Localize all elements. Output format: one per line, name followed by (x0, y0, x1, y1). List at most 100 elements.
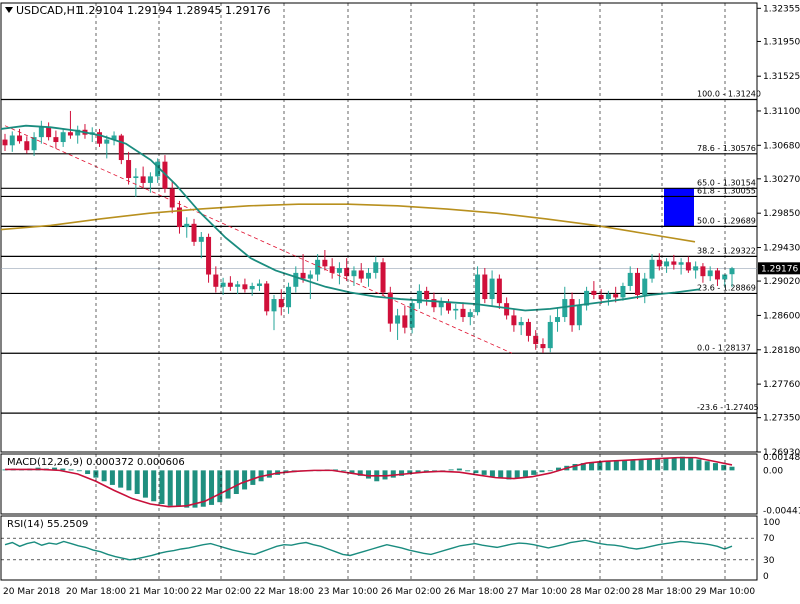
macd-bar (630, 459, 636, 471)
candle-body (591, 290, 597, 295)
macd-bar (390, 470, 396, 478)
x-tick-label: 22 Mar 18:00 (254, 587, 314, 597)
candle-body (627, 272, 633, 286)
macd-bar (200, 470, 206, 507)
fib-level-label: 61.8 - 1.30055 (697, 186, 756, 195)
candle-body (453, 308, 459, 311)
fib-level-label: -23.6 - 1.27405 (697, 403, 759, 412)
macd-bar (572, 464, 578, 471)
fib-level-label: 23.6 - 1.28869 (697, 283, 756, 292)
candle-body (67, 132, 73, 136)
y-tick-label: 1.31950 (763, 37, 800, 47)
candle-body (133, 176, 139, 179)
candle-body (293, 272, 299, 287)
fib-level-label: 65.0 - 1.30154 (697, 178, 756, 187)
macd-bar (357, 470, 363, 476)
chart-header: USDCAD,H1 1.29104 1.29194 1.28945 1.2917… (5, 4, 270, 17)
candle-body (685, 262, 691, 271)
candle-body (235, 284, 241, 287)
y-tick-label: 1.28600 (763, 311, 800, 321)
y-tick-label: 1.32355 (763, 4, 800, 14)
macd-y-tick-label: 0.00 (763, 466, 783, 476)
candle-body (424, 290, 430, 300)
y-tick-label: 1.30270 (763, 175, 800, 185)
macd-bar (184, 470, 190, 508)
macd-bar (547, 470, 553, 472)
candle-body (220, 282, 226, 287)
candle-body (60, 132, 66, 143)
macd-bar (605, 461, 611, 471)
macd-bar (225, 470, 231, 499)
candle-body (533, 335, 539, 345)
y-tick-label: 1.27350 (763, 414, 800, 424)
rsi-y-tick-label: 30 (763, 556, 775, 566)
macd-bar (456, 468, 462, 471)
candle-body (613, 294, 619, 298)
candle-body (649, 259, 655, 279)
macd-bar (167, 470, 173, 506)
candle-body (315, 259, 321, 275)
candle-body (387, 292, 393, 324)
macd-bar (332, 469, 338, 471)
macd-bar (671, 457, 677, 471)
candle-body (155, 161, 161, 177)
ma-fast-line (0, 124, 701, 312)
y-tick-label: 1.28180 (763, 346, 800, 356)
macd-bar (209, 470, 215, 505)
candle-body (576, 305, 582, 326)
candle-body (540, 344, 546, 349)
x-tick-label: 27 Mar 10:00 (507, 587, 567, 597)
candle-body (46, 127, 52, 138)
candle-body (336, 267, 342, 273)
macd-bar (688, 457, 694, 471)
macd-bar (638, 459, 644, 471)
candle-body (351, 270, 357, 277)
y-tick-label: 1.29430 (763, 244, 800, 254)
candle-body (402, 315, 408, 328)
candle-body (700, 266, 706, 277)
macd-bar (382, 470, 388, 480)
candle-body (344, 267, 350, 277)
candle-body (271, 299, 277, 312)
macd-bar (76, 470, 82, 472)
candle-body (329, 266, 335, 273)
candle-body (511, 315, 517, 326)
fib-zone (664, 188, 694, 227)
ohlc-values: 1.29104 1.29194 1.28945 1.29176 (78, 4, 270, 17)
candle-body (656, 259, 662, 267)
triangle-down-icon[interactable] (5, 7, 13, 13)
fib-level-label: 50.0 - 1.29689 (697, 216, 756, 225)
x-tick-label: 22 Mar 02:00 (191, 587, 251, 597)
main-panel-frame (0, 2, 758, 453)
x-tick-label: 20 Mar 18:00 (66, 587, 126, 597)
candle-body (620, 285, 626, 298)
macd-bar (539, 470, 545, 473)
macd-bar (134, 470, 140, 494)
candle-body (642, 278, 648, 295)
macd-bar (721, 464, 727, 471)
macd-bar (407, 470, 413, 474)
candle-body (467, 312, 473, 318)
macd-bar (679, 456, 685, 471)
macd-bar (514, 470, 520, 479)
candle-body (678, 262, 684, 265)
candle-body (31, 137, 37, 151)
x-tick-label: 28 Mar 02:00 (570, 587, 630, 597)
macd-bar (655, 458, 661, 471)
macd-bar (465, 470, 471, 472)
y-tick-label: 1.29850 (763, 209, 800, 219)
candle-body (605, 294, 611, 300)
candle-body (714, 270, 720, 280)
macd-bar (217, 470, 223, 503)
macd-bar (118, 470, 124, 488)
macd-bar (556, 467, 562, 471)
candle-body (242, 284, 248, 290)
candle-body (518, 321, 524, 326)
macd-bar (52, 467, 58, 471)
candle-body (555, 317, 561, 322)
candle-body (307, 274, 313, 279)
candle-body (664, 261, 670, 267)
candle-body (707, 270, 713, 277)
